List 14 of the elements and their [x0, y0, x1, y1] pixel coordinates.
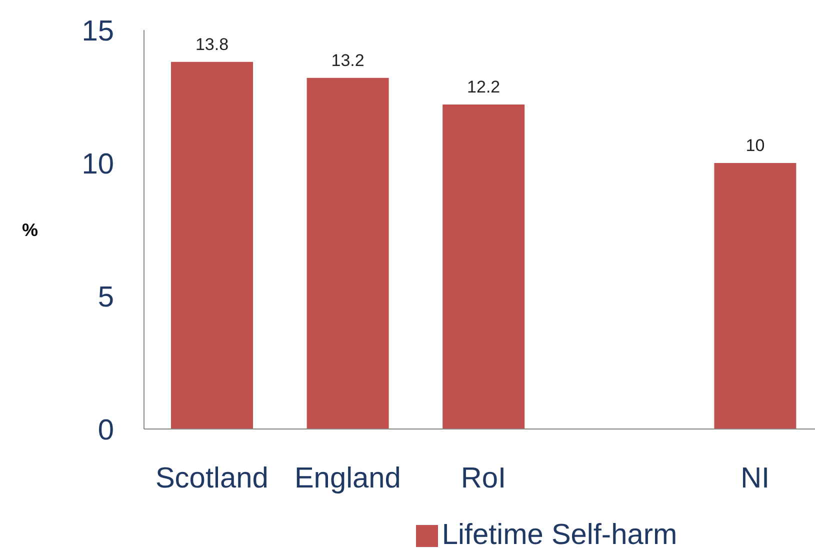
data-label: 13.8: [195, 34, 229, 54]
y-axis-title: %: [22, 220, 38, 240]
y-tick-label: 15: [82, 15, 114, 48]
y-tick-label: 5: [98, 281, 114, 314]
x-tick-label: Scotland: [155, 462, 268, 495]
x-tick-label: NI: [740, 462, 770, 495]
y-tick-label: 10: [82, 148, 114, 180]
data-label: 13.2: [331, 50, 364, 70]
x-tick-label: RoI: [460, 462, 506, 495]
data-label: 12.2: [467, 77, 500, 96]
x-tick-label: England: [294, 462, 401, 495]
data-label: 10: [746, 136, 765, 155]
legend-label: Lifetime Self-harm: [442, 519, 678, 551]
y-tick-label: 0: [98, 414, 114, 446]
